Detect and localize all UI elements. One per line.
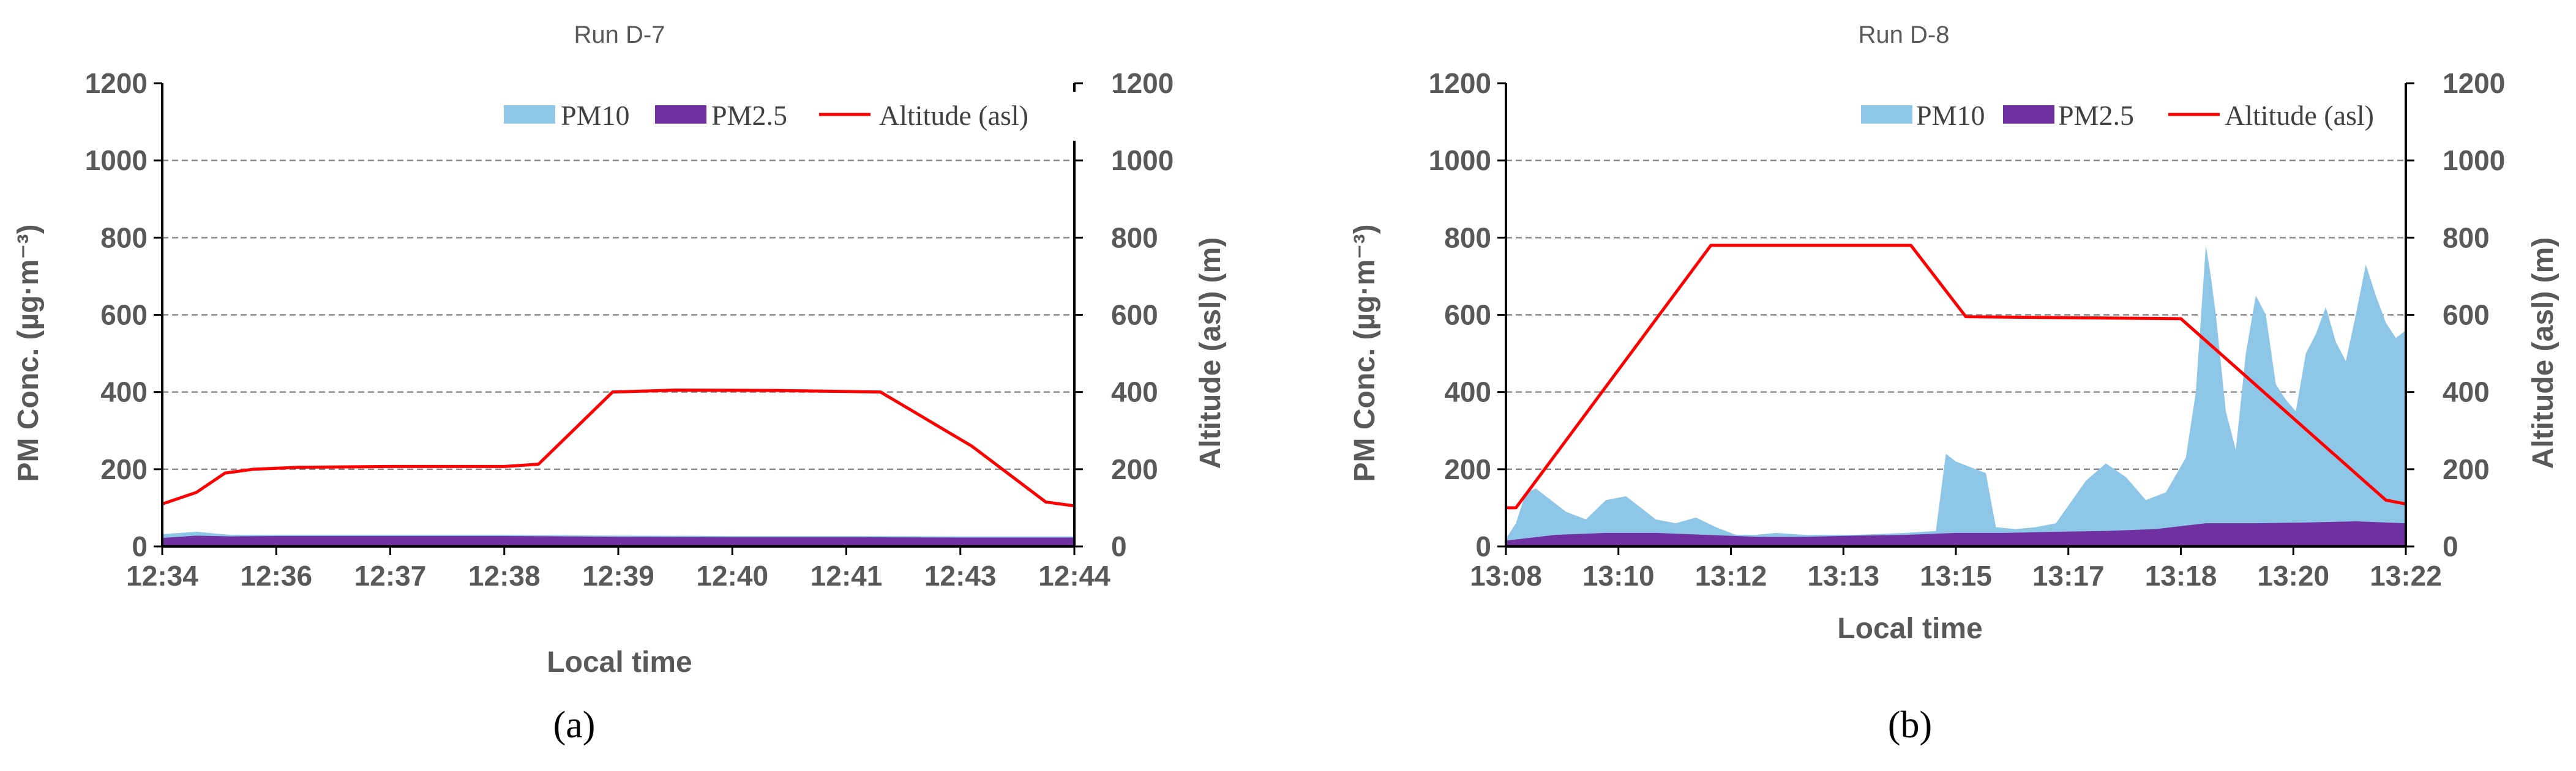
y-tick-label: 1000	[1429, 144, 1491, 176]
y-tick-label: 0	[1475, 531, 1491, 562]
x-tick-label: 12:37	[354, 560, 427, 592]
legend-label-altitude: Altitude (asl)	[2225, 100, 2374, 131]
y-tick-label: 200	[100, 453, 148, 485]
x-tick-label: 12:44	[1038, 560, 1110, 592]
series-pm10-area	[1506, 245, 2406, 546]
x-tick-label: 13:12	[1695, 560, 1767, 592]
series-altitude-line	[1506, 244, 2406, 510]
x-tick-label: 12:36	[240, 560, 312, 592]
y-tick-label: 600	[1444, 299, 1491, 331]
x-tick-label: 13:20	[2257, 560, 2329, 592]
legend-swatch-pm10	[504, 105, 555, 124]
y-tick-label: 200	[1444, 453, 1491, 485]
legend-swatch-pm25	[2003, 105, 2054, 124]
chart-title: Run D-7	[574, 21, 665, 48]
x-tick-label: 12:39	[582, 560, 654, 592]
y-tick-label: 400	[1444, 376, 1491, 408]
legend-label-pm10: PM10	[561, 100, 629, 131]
y-axis-label-right: Altitude (asl) (m)	[2527, 237, 2559, 469]
y2-tick-label: 800	[2443, 222, 2490, 253]
x-tick-label: 13:22	[2370, 560, 2442, 592]
y2-tick-label: 1000	[2443, 144, 2505, 176]
x-tick-label: 13:18	[2145, 560, 2217, 592]
x-tick-label: 13:15	[1920, 560, 1992, 592]
x-tick-label: 13:17	[2032, 560, 2105, 592]
y2-tick-label: 1000	[1111, 144, 1174, 176]
y-axis-label-right: Altitude (asl) (m)	[1194, 237, 1227, 469]
series-pm25-area	[1506, 521, 2406, 546]
legend: PM10 PM2.5 Altitude (asl)	[1855, 92, 2400, 141]
legend-label-pm10: PM10	[1916, 100, 1985, 131]
y2-tick-label: 800	[1111, 222, 1158, 253]
series-pm25-area	[162, 535, 1074, 546]
y-axis-label-left: PM Conc. (µg·m⁻³)	[12, 225, 45, 482]
chart-title: Run D-8	[1859, 21, 1950, 48]
y-tick-label: 800	[1444, 222, 1491, 253]
legend-label-altitude: Altitude (asl)	[879, 100, 1028, 131]
panel-label: (b)	[1888, 704, 1932, 746]
x-tick-label: 12:38	[468, 560, 541, 592]
y2-tick-label: 600	[2443, 299, 2490, 331]
legend: PM10 PM2.5 Altitude (asl)	[502, 92, 1114, 141]
y2-tick-label: 400	[1111, 376, 1158, 408]
x-tick-label: 13:10	[1582, 560, 1655, 592]
y2-tick-label: 1200	[1111, 67, 1174, 99]
legend-swatch-pm10	[1861, 105, 1912, 124]
y-tick-label: 1000	[85, 144, 148, 176]
x-axis-label: Local time	[1837, 613, 1982, 645]
y2-tick-label: 400	[2443, 376, 2490, 408]
y-tick-label: 600	[100, 299, 148, 331]
panel-label: (a)	[553, 704, 596, 746]
y-tick-label: 1200	[85, 67, 148, 99]
x-tick-label: 13:13	[1807, 560, 1879, 592]
x-tick-label: 12:34	[126, 560, 198, 592]
y2-tick-label: 1200	[2443, 67, 2505, 99]
y-tick-label: 1200	[1429, 67, 1491, 99]
x-tick-label: 12:41	[811, 560, 883, 592]
y-tick-label: 800	[100, 222, 148, 253]
y-tick-label: 0	[132, 531, 148, 562]
legend-swatch-pm25	[655, 105, 706, 124]
y2-tick-label: 0	[1111, 531, 1127, 562]
legend-label-pm25: PM2.5	[711, 100, 787, 131]
y2-tick-label: 0	[2443, 531, 2458, 562]
y-axis-label-left: PM Conc. (µg·m⁻³)	[1349, 225, 1381, 482]
series-altitude-line	[162, 389, 1075, 508]
x-axis-label: Local time	[547, 646, 692, 679]
chart-a: Run D-7 0 200 400 600 800 1000 1200 0 200 400 600…	[12, 21, 1227, 746]
x-tick-label: 13:08	[1470, 560, 1542, 592]
y2-tick-label: 200	[1111, 453, 1158, 485]
chart-b: Run D-8 0 200 400 600 800 1000 1200 0 200 400 600…	[1349, 21, 2559, 746]
y2-tick-label: 600	[1111, 299, 1158, 331]
x-tick-label: 12:40	[696, 560, 768, 592]
x-tick-label: 12:43	[924, 560, 997, 592]
legend-label-pm25: PM2.5	[2058, 100, 2134, 131]
y2-tick-label: 200	[2443, 453, 2490, 485]
y-tick-label: 400	[100, 376, 148, 408]
